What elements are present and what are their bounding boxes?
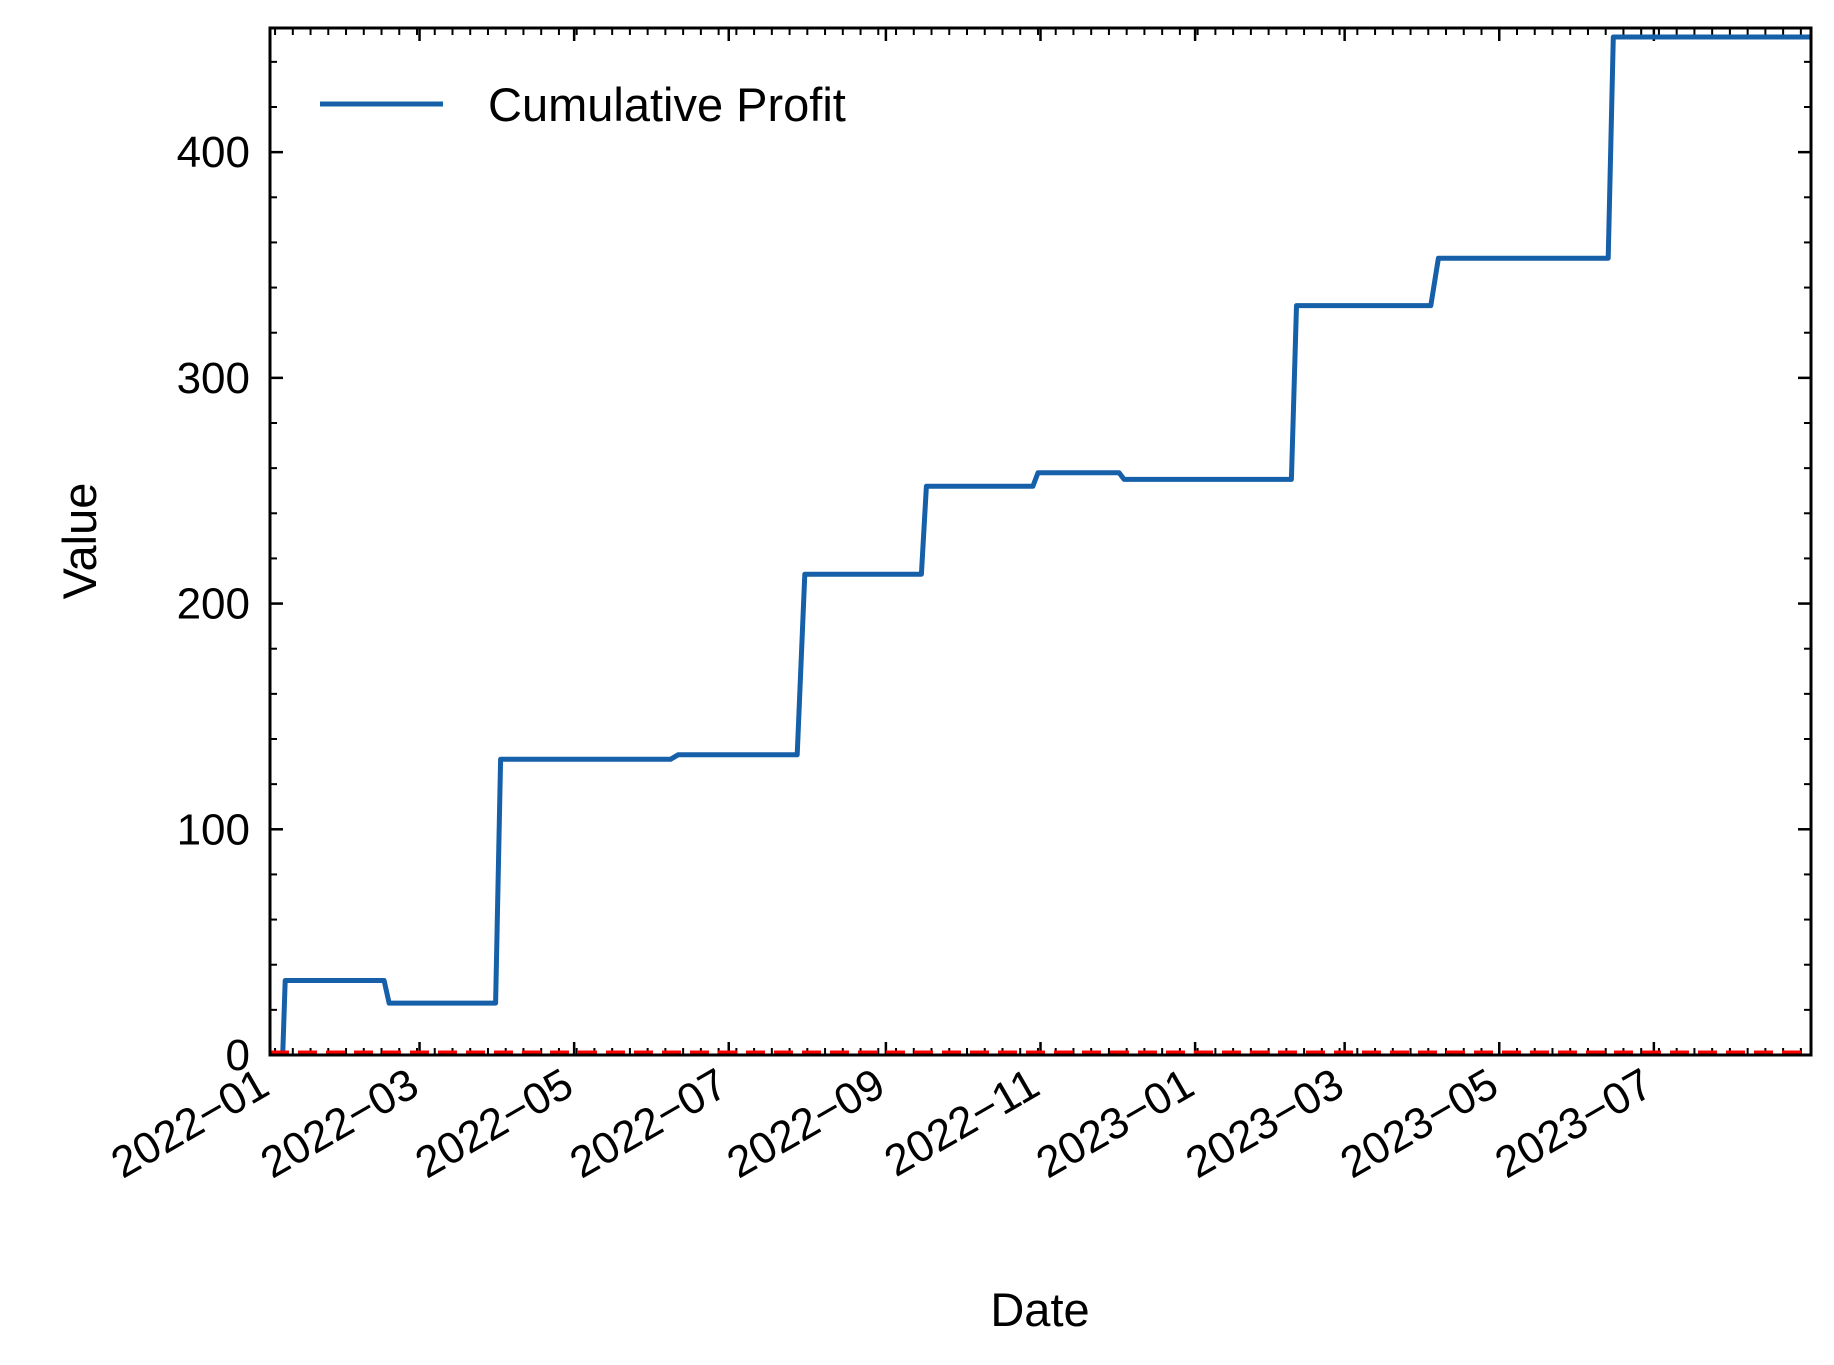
- plot-frame: [268, 26, 1813, 1057]
- y-tick-label: 0: [226, 1031, 250, 1080]
- series-layer: [280, 34, 1811, 1056]
- y-axis-title: Value: [53, 483, 106, 600]
- series-line-cumulative-profit: [280, 34, 1811, 1056]
- y-tick-labels: 0 100 200 300 400: [177, 128, 250, 1080]
- x-axis-title: Date: [990, 1283, 1089, 1336]
- y-tick-label: 100: [177, 805, 250, 854]
- y-tick-label: 200: [177, 580, 250, 629]
- y-tick-label: 300: [177, 354, 250, 403]
- legend: Cumulative Profit: [320, 78, 846, 131]
- legend-label: Cumulative Profit: [488, 78, 846, 131]
- y-tick-label: 400: [177, 128, 250, 177]
